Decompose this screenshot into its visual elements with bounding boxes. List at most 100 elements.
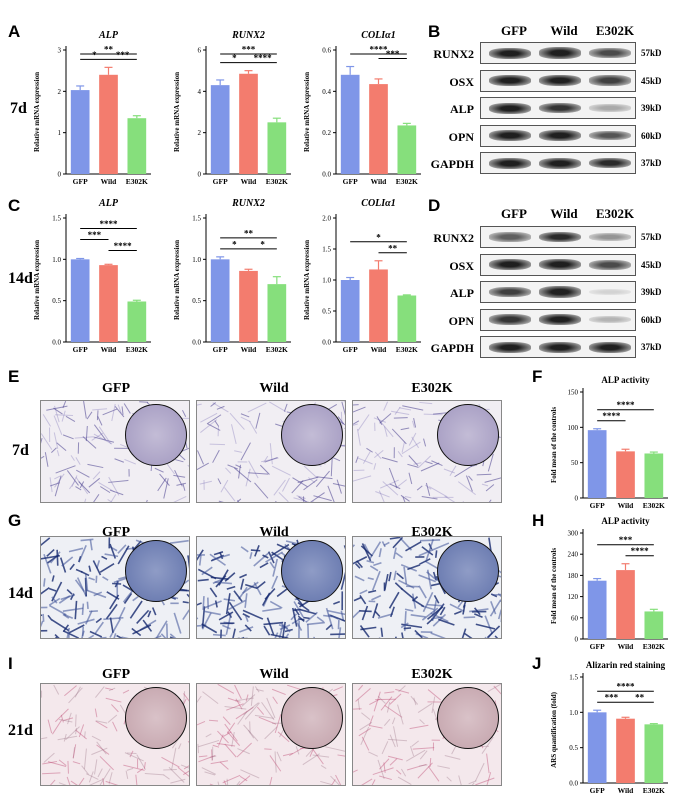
- y-axis-label: Relative mRNA expression: [173, 72, 181, 152]
- y-tick-label: 1.0: [52, 256, 61, 264]
- bar-wild: [99, 74, 118, 174]
- blot-d-head-e302k: E302K: [595, 206, 635, 221]
- panel-letter-b: B: [428, 22, 441, 41]
- bar-gfp: [587, 430, 607, 498]
- micrograph-i-wild: [196, 683, 346, 786]
- band: [539, 47, 581, 59]
- band: [539, 102, 581, 114]
- band: [589, 75, 631, 86]
- y-tick-label: 0.5: [569, 744, 578, 752]
- blot-d-strip-runx2: [480, 226, 636, 248]
- significance-label: ***: [116, 50, 130, 60]
- chart-title: COLIα1: [361, 198, 395, 209]
- y-tick-label: 0: [198, 171, 202, 179]
- blot-d-kd-3: 60kD: [641, 314, 662, 325]
- chart-a-colia1: COLIα1 Relative mRNA expression 0.0 0.2 0.4 0…: [303, 30, 421, 186]
- y-tick-label: 2: [58, 88, 62, 96]
- chart-a-alp: ALP Relative mRNA expression 0 1 2 3 GFP Wild E3…: [33, 30, 151, 186]
- bar-gfp: [340, 74, 360, 174]
- y-tick-label: 60: [571, 614, 579, 622]
- significance-label: **: [244, 228, 254, 238]
- x-tick-label: E302K: [126, 345, 148, 354]
- row-label-7d-a: 7d: [10, 100, 27, 117]
- y-tick-label: 0.0: [569, 780, 578, 788]
- magnified-inset: [281, 404, 343, 466]
- bar-gfp: [587, 712, 607, 783]
- chart-title: Alizarin red staining: [586, 660, 666, 670]
- micrograph-e-wild: [196, 400, 346, 503]
- x-tick-label: Wild: [618, 501, 635, 510]
- bar-gfp: [70, 259, 90, 342]
- y-tick-label: 2.0: [322, 215, 331, 223]
- x-tick-label: GFP: [213, 177, 228, 186]
- band: [589, 232, 631, 242]
- blot-d-strip-alp: [480, 281, 636, 303]
- panel-letter-c: C: [8, 196, 21, 215]
- blot-b-kd-4: 37kD: [641, 158, 662, 168]
- x-tick-label: Wild: [241, 345, 258, 354]
- significance-label: ***: [88, 230, 102, 240]
- bar-gfp: [340, 280, 360, 342]
- y-tick-label: 120: [568, 593, 579, 601]
- micrograph-i-gfp: [40, 683, 190, 786]
- band: [539, 157, 581, 169]
- x-tick-label: Wild: [101, 345, 118, 354]
- chart-title: COLIα1: [361, 30, 395, 41]
- y-tick-label: 0.0: [322, 171, 331, 179]
- y-tick-label: 0.6: [322, 47, 331, 55]
- significance-label: ****: [100, 219, 119, 229]
- y-tick-label: 0.5: [192, 297, 201, 305]
- band: [489, 259, 531, 270]
- x-tick-label: GFP: [73, 345, 88, 354]
- row-label-14d-c: 14d: [8, 270, 33, 287]
- blot-b-label-opn: OPN: [448, 129, 474, 144]
- y-tick-label: 0: [575, 636, 579, 644]
- bar-gfp: [210, 85, 230, 174]
- img-head-e-e302k: E302K: [411, 381, 453, 396]
- band: [589, 288, 631, 296]
- y-tick-label: 150: [568, 389, 579, 397]
- bar-wild: [239, 270, 258, 342]
- y-axis-label: Relative mRNA expression: [303, 72, 311, 152]
- x-tick-label: E302K: [266, 345, 288, 354]
- bar-e302k: [644, 724, 664, 783]
- bar-e302k: [127, 301, 147, 342]
- blot-b-strip-runx2: [480, 42, 636, 64]
- row-label-14d-g: 14d: [8, 585, 33, 602]
- x-tick-label: E302K: [643, 642, 665, 651]
- bar-wild: [99, 265, 118, 342]
- chart-title: ALP: [98, 198, 119, 209]
- x-tick-label: E302K: [126, 177, 148, 186]
- blot-b-strip-alp: [480, 97, 636, 119]
- magnified-inset: [125, 540, 187, 602]
- blot-d-kd-4: 37kD: [641, 342, 662, 352]
- significance-label: ***: [386, 49, 400, 59]
- band: [489, 47, 531, 59]
- significance-label: *: [260, 239, 265, 249]
- panel-letter-h: H: [532, 511, 545, 530]
- x-tick-label: GFP: [213, 345, 228, 354]
- y-tick-label: 0.5: [52, 297, 61, 305]
- bar-wild: [616, 570, 635, 639]
- x-tick-label: GFP: [73, 177, 88, 186]
- x-tick-label: E302K: [396, 177, 418, 186]
- significance-label: ****: [617, 400, 636, 410]
- y-tick-label: 1: [58, 129, 62, 137]
- blot-d-strip-gapdh: [480, 336, 636, 358]
- band: [589, 259, 631, 270]
- bar-e302k: [397, 125, 417, 174]
- y-tick-label: 1.0: [322, 277, 331, 285]
- bar-wild: [616, 718, 635, 783]
- magnified-inset: [437, 404, 499, 466]
- x-tick-label: Wild: [371, 177, 388, 186]
- y-tick-label: 2: [198, 129, 202, 137]
- img-head-i-gfp: GFP: [102, 667, 130, 682]
- band: [539, 341, 581, 353]
- bar-e302k: [267, 122, 287, 174]
- band: [489, 286, 531, 298]
- img-head-e-wild: Wild: [259, 381, 289, 396]
- blot-b-label-gapdh: GAPDH: [430, 157, 474, 171]
- significance-label: ****: [617, 682, 636, 692]
- x-tick-label: GFP: [343, 345, 358, 354]
- y-axis-label: Relative mRNA expression: [173, 240, 181, 320]
